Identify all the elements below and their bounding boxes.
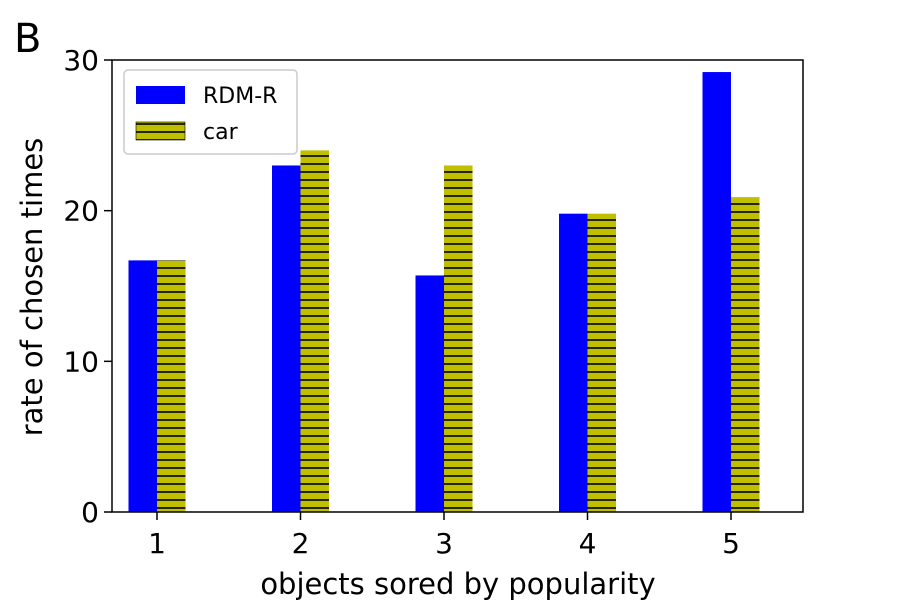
bar-rdm-r-5: [702, 72, 731, 512]
y-axis-label: rate of chosen times: [15, 138, 49, 437]
x-tick-label: 1: [148, 527, 166, 560]
bar-rdm-r-2: [272, 165, 301, 512]
y-axis: 0 10 20 30: [63, 44, 112, 529]
legend-swatch-car: [135, 121, 186, 141]
bar-car-1: [157, 260, 186, 512]
x-tick-label: 3: [435, 527, 453, 560]
bar-car-3: [444, 165, 473, 512]
y-tick-label: 30: [63, 44, 99, 77]
y-tick-label: 10: [63, 345, 99, 378]
y-tick-label: 20: [63, 195, 99, 228]
bar-car-2: [300, 150, 329, 512]
bar-rdm-r-1: [128, 260, 157, 512]
y-tick-label: 0: [81, 496, 99, 529]
legend-swatch-rdm-r: [136, 86, 185, 104]
x-axis-label: objects sored by popularity: [260, 567, 655, 601]
plot-frame: [111, 59, 804, 513]
bar-car-5: [731, 197, 760, 512]
x-tick-label: 2: [292, 527, 310, 560]
bars-group: [128, 72, 760, 512]
x-tick-label: 5: [722, 527, 740, 560]
panel-label: B: [14, 16, 41, 62]
bar-rdm-r-3: [415, 275, 444, 512]
bar-car-4: [587, 213, 616, 512]
legend: RDM-R car: [123, 69, 298, 155]
x-tick-label: 4: [579, 527, 597, 560]
legend-label-car: car: [203, 120, 239, 145]
x-axis: 1 2 3 4 5: [148, 512, 740, 560]
legend-label-rdm-r: RDM-R: [203, 84, 277, 109]
bar-rdm-r-4: [559, 213, 588, 512]
